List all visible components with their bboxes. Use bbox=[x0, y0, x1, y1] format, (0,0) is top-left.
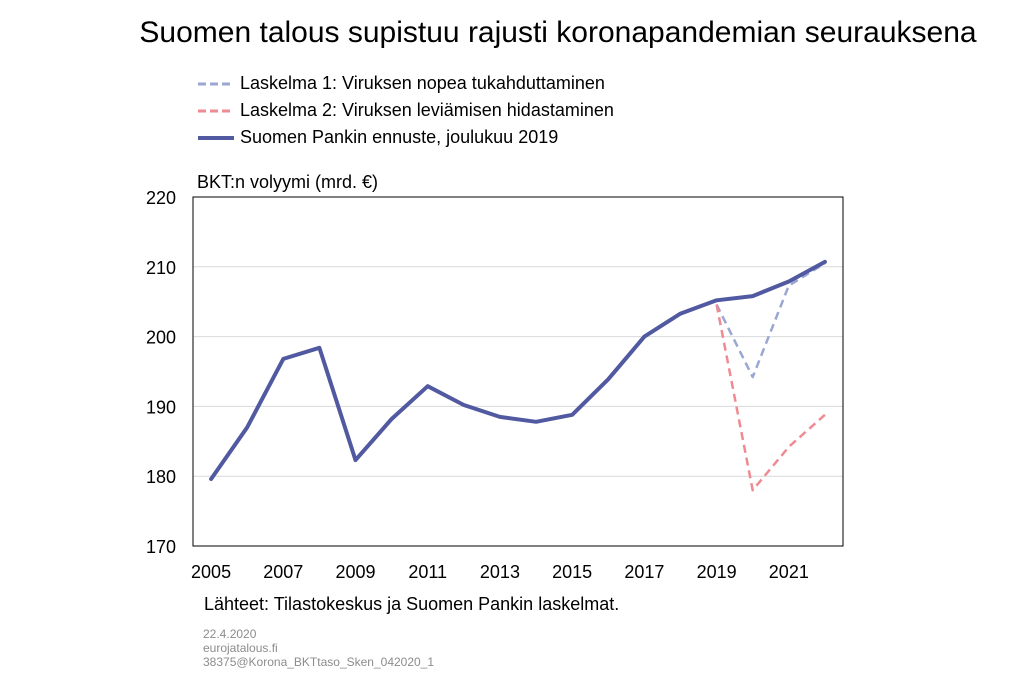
legend-label-scenario-1: Laskelma 1: Viruksen nopea tukahduttamin… bbox=[240, 73, 605, 93]
x-tick-label-2009: 2009 bbox=[335, 562, 375, 582]
x-tick-label-2013: 2013 bbox=[480, 562, 520, 582]
source-note: Lähteet: Tilastokeskus ja Suomen Pankin … bbox=[204, 594, 620, 614]
x-tick-label-2011: 2011 bbox=[408, 562, 447, 582]
footer-site: eurojatalous.fi bbox=[203, 641, 278, 655]
x-tick-label-2021: 2021 bbox=[769, 562, 809, 582]
x-tick-label-2007: 2007 bbox=[263, 562, 303, 582]
legend-swatch-scenario-2 bbox=[198, 104, 236, 118]
y-tick-label-180: 180 bbox=[146, 467, 176, 487]
series-line-scenario-2 bbox=[715, 304, 826, 492]
footer: 22.4.2020 eurojatalous.fi 38375@Korona_B… bbox=[203, 627, 434, 669]
series-line-scenario-1 bbox=[715, 262, 826, 379]
legend-entry-forecast: Suomen Pankin ennuste, joulukuu 2019 bbox=[198, 124, 614, 151]
legend-entry-scenario-1: Laskelma 1: Viruksen nopea tukahduttamin… bbox=[198, 70, 614, 97]
y-axis-label: BKT:n volyymi (mrd. €) bbox=[197, 172, 379, 192]
legend-label-forecast: Suomen Pankin ennuste, joulukuu 2019 bbox=[240, 127, 559, 147]
x-tick-label-2015: 2015 bbox=[552, 562, 592, 582]
y-tick-label-210: 210 bbox=[146, 258, 176, 278]
x-tick-label-2019: 2019 bbox=[697, 562, 737, 582]
legend-swatch-scenario-1 bbox=[198, 77, 236, 91]
y-tick-label-190: 190 bbox=[146, 397, 176, 417]
legend-entry-scenario-2: Laskelma 2: Viruksen leviämisen hidastam… bbox=[198, 97, 614, 124]
legend-label-scenario-2: Laskelma 2: Viruksen leviämisen hidastam… bbox=[240, 100, 614, 120]
y-tick-label-170: 170 bbox=[146, 537, 176, 557]
series-line-forecast bbox=[209, 259, 827, 481]
x-tick-label-2005: 2005 bbox=[191, 562, 231, 582]
chart-title: Suomen talous supistuu rajusti koronapan… bbox=[139, 16, 977, 49]
y-tick-label-220: 220 bbox=[146, 188, 176, 208]
chart-legend: Laskelma 1: Viruksen nopea tukahduttamin… bbox=[198, 70, 614, 151]
x-tick-label-2017: 2017 bbox=[624, 562, 664, 582]
footer-date: 22.4.2020 bbox=[203, 627, 257, 641]
plot-area-frame bbox=[192, 196, 844, 547]
legend-swatch-forecast bbox=[198, 131, 236, 145]
y-tick-label-200: 200 bbox=[146, 328, 176, 348]
footer-code: 38375@Korona_BKTtaso_Sken_042020_1 bbox=[203, 655, 435, 669]
